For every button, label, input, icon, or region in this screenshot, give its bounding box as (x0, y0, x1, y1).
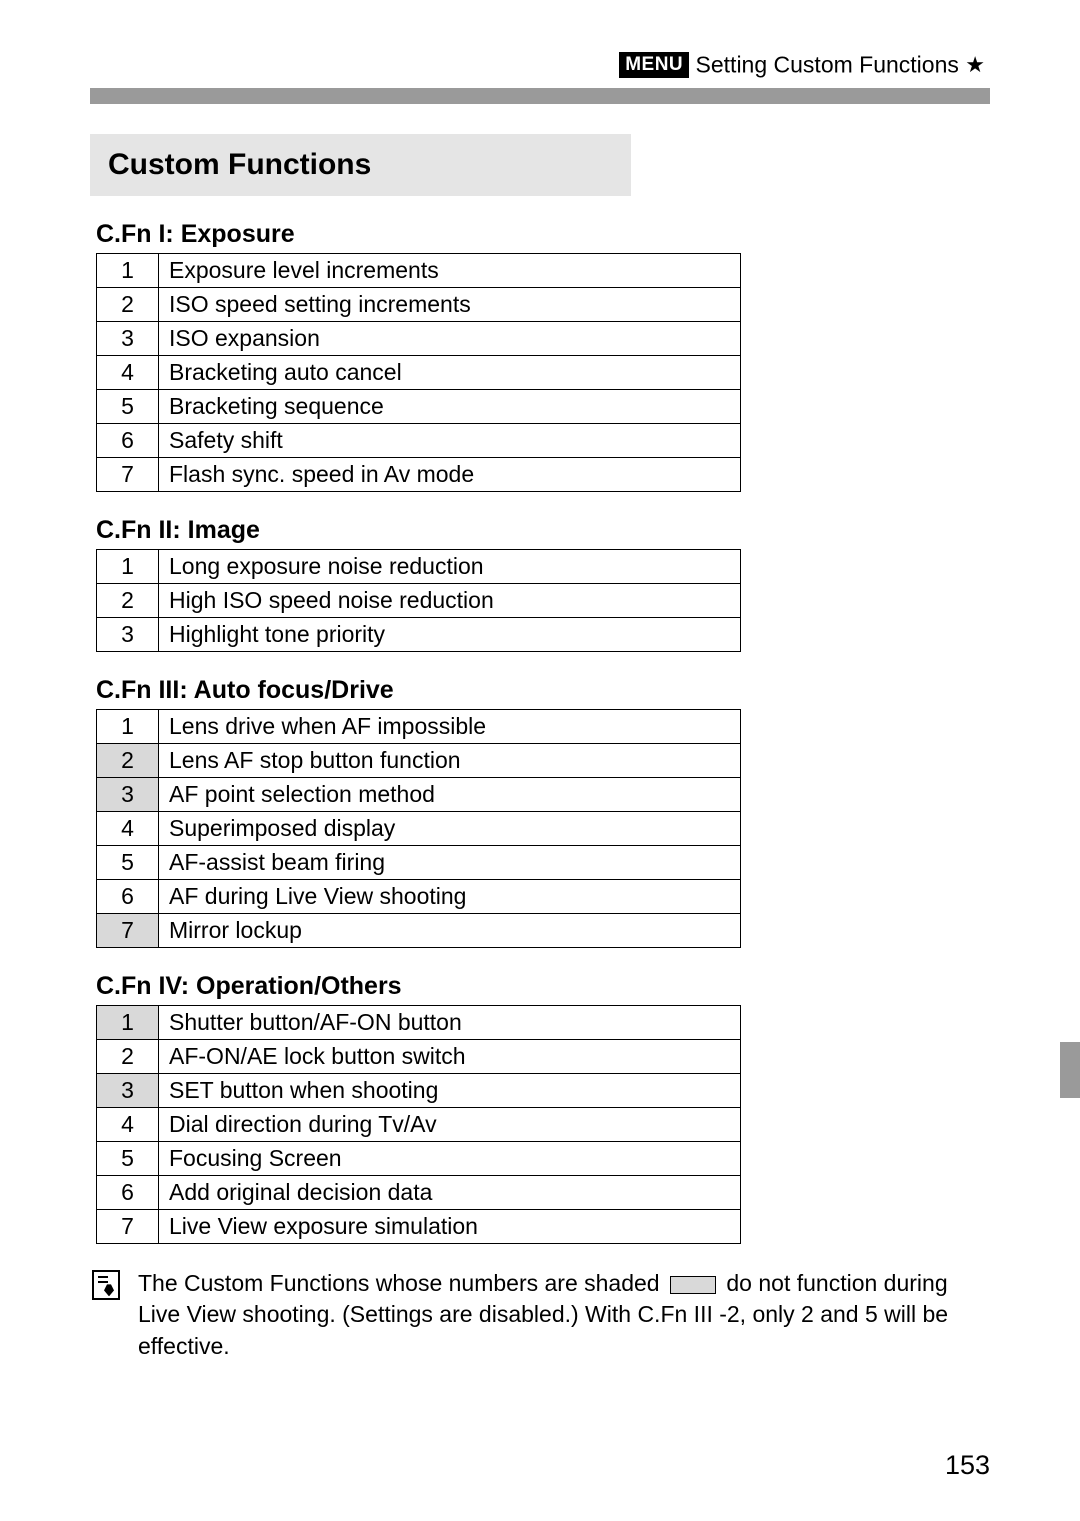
table-row: 1Lens drive when AF impossible (97, 710, 741, 744)
row-number: 5 (97, 390, 159, 424)
row-label: High ISO speed noise reduction (159, 584, 741, 618)
row-label: Focusing Screen (159, 1142, 741, 1176)
row-label: Bracketing sequence (159, 390, 741, 424)
table-row: 3AF point selection method (97, 778, 741, 812)
row-label: ISO speed setting increments (159, 288, 741, 322)
cf-table: 1Long exposure noise reduction2High ISO … (96, 549, 741, 652)
row-label: Dial direction during Tv/Av (159, 1108, 741, 1142)
row-number: 4 (97, 812, 159, 846)
row-number: 3 (97, 778, 159, 812)
cf-table: 1Shutter button/AF-ON button2AF-ON/AE lo… (96, 1005, 741, 1244)
table-row: 5Focusing Screen (97, 1142, 741, 1176)
row-label: Superimposed display (159, 812, 741, 846)
table-row: 5Bracketing sequence (97, 390, 741, 424)
row-label: Highlight tone priority (159, 618, 741, 652)
row-label: Mirror lockup (159, 914, 741, 948)
section-heading: C.Fn III: Auto focus/Drive (96, 676, 990, 705)
table-row: 7Live View exposure simulation (97, 1210, 741, 1244)
row-number: 3 (97, 1074, 159, 1108)
row-label: ISO expansion (159, 322, 741, 356)
side-tab (1060, 1042, 1080, 1098)
table-row: 6AF during Live View shooting (97, 880, 741, 914)
row-number: 7 (97, 458, 159, 492)
cf-table: 1Lens drive when AF impossible2Lens AF s… (96, 709, 741, 948)
page-title: Custom Functions (90, 134, 631, 196)
table-row: 4Bracketing auto cancel (97, 356, 741, 390)
row-label: AF-assist beam firing (159, 846, 741, 880)
header-divider-bar (90, 88, 990, 104)
sections-container: C.Fn I: Exposure1Exposure level incremen… (90, 220, 990, 1244)
row-number: 5 (97, 846, 159, 880)
section-heading: C.Fn I: Exposure (96, 220, 990, 249)
row-number: 2 (97, 1040, 159, 1074)
row-label: SET button when shooting (159, 1074, 741, 1108)
table-row: 1Exposure level increments (97, 254, 741, 288)
header-text: Setting Custom Functions (696, 51, 959, 77)
table-row: 7Mirror lockup (97, 914, 741, 948)
table-row: 2ISO speed setting increments (97, 288, 741, 322)
page: MENU Setting Custom Functions ★ Custom F… (0, 0, 1080, 1521)
table-row: 6Add original decision data (97, 1176, 741, 1210)
table-row: 2High ISO speed noise reduction (97, 584, 741, 618)
note-text: The Custom Functions whose numbers are s… (138, 1268, 990, 1361)
row-number: 1 (97, 550, 159, 584)
row-label: AF during Live View shooting (159, 880, 741, 914)
table-row: 7Flash sync. speed in Av mode (97, 458, 741, 492)
row-number: 2 (97, 288, 159, 322)
table-row: 4Dial direction during Tv/Av (97, 1108, 741, 1142)
row-number: 1 (97, 710, 159, 744)
row-label: Safety shift (159, 424, 741, 458)
row-label: AF-ON/AE lock button switch (159, 1040, 741, 1074)
table-row: 2AF-ON/AE lock button switch (97, 1040, 741, 1074)
shaded-swatch-icon (670, 1276, 716, 1294)
row-label: Long exposure noise reduction (159, 550, 741, 584)
row-label: Lens drive when AF impossible (159, 710, 741, 744)
menu-badge: MENU (619, 52, 689, 78)
row-number: 6 (97, 880, 159, 914)
row-number: 2 (97, 584, 159, 618)
section-heading: C.Fn IV: Operation/Others (96, 972, 990, 1001)
row-label: Shutter button/AF-ON button (159, 1006, 741, 1040)
cf-table: 1Exposure level increments2ISO speed set… (96, 253, 741, 492)
page-number: 153 (945, 1450, 990, 1481)
row-number: 1 (97, 254, 159, 288)
row-label: Live View exposure simulation (159, 1210, 741, 1244)
table-row: 5AF-assist beam firing (97, 846, 741, 880)
table-row: 3SET button when shooting (97, 1074, 741, 1108)
note: The Custom Functions whose numbers are s… (92, 1268, 990, 1361)
table-row: 1Shutter button/AF-ON button (97, 1006, 741, 1040)
row-label: AF point selection method (159, 778, 741, 812)
row-number: 4 (97, 356, 159, 390)
row-number: 6 (97, 424, 159, 458)
row-label: Lens AF stop button function (159, 744, 741, 778)
table-row: 3Highlight tone priority (97, 618, 741, 652)
note-pre: The Custom Functions whose numbers are s… (138, 1270, 666, 1296)
row-label: Exposure level increments (159, 254, 741, 288)
row-number: 6 (97, 1176, 159, 1210)
row-number: 5 (97, 1142, 159, 1176)
row-number: 7 (97, 1210, 159, 1244)
star-icon: ★ (965, 52, 985, 77)
note-icon (92, 1270, 120, 1300)
row-number: 3 (97, 322, 159, 356)
table-row: 6Safety shift (97, 424, 741, 458)
table-row: 1Long exposure noise reduction (97, 550, 741, 584)
table-row: 3ISO expansion (97, 322, 741, 356)
table-row: 2Lens AF stop button function (97, 744, 741, 778)
row-label: Flash sync. speed in Av mode (159, 458, 741, 492)
row-number: 4 (97, 1108, 159, 1142)
row-number: 2 (97, 744, 159, 778)
row-label: Add original decision data (159, 1176, 741, 1210)
row-number: 7 (97, 914, 159, 948)
section-heading: C.Fn II: Image (96, 516, 990, 545)
page-header: MENU Setting Custom Functions ★ (90, 50, 990, 78)
row-number: 1 (97, 1006, 159, 1040)
row-number: 3 (97, 618, 159, 652)
table-row: 4Superimposed display (97, 812, 741, 846)
row-label: Bracketing auto cancel (159, 356, 741, 390)
